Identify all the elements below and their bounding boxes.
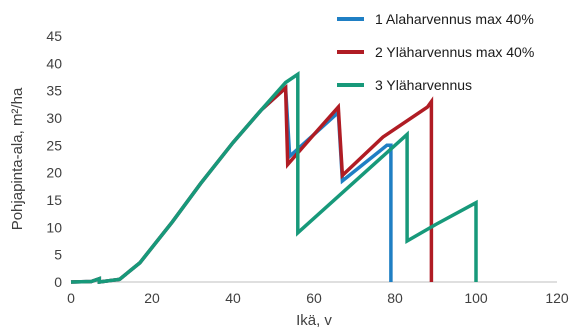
y-tick-label: 10	[46, 219, 62, 235]
y-tick-label: 30	[46, 110, 62, 126]
x-tick-label: 20	[144, 290, 160, 306]
series-line-1	[70, 84, 393, 284]
x-axis-label: Ikä, v	[296, 312, 332, 329]
x-tick-label: 80	[387, 290, 403, 306]
x-tick-label: 100	[464, 290, 488, 306]
legend-item-2: 2 Yläharvennus max 40%	[337, 44, 534, 60]
y-tick-label: 0	[54, 274, 62, 290]
y-axis-ticks: 0 5 10 15 20 25 30 35 40 45	[46, 28, 62, 290]
x-tick-label: 40	[225, 290, 241, 306]
legend-item-3: 3 Yläharvennus	[337, 77, 472, 93]
y-tick-label: 5	[54, 247, 62, 263]
y-tick-label: 35	[46, 83, 62, 99]
legend-label-2: 2 Yläharvennus max 40%	[375, 44, 534, 60]
y-tick-label: 40	[46, 55, 62, 71]
legend-label-1: 1 Alaharvennus max 40%	[375, 11, 534, 27]
y-tick-label: 45	[46, 28, 62, 44]
x-axis-ticks: 0 20 40 60 80 100 120	[67, 290, 569, 306]
series-line-3	[70, 71, 478, 284]
series-line-2	[70, 84, 434, 284]
series-lines	[70, 71, 478, 284]
x-tick-label: 0	[67, 290, 75, 306]
legend-label-3: 3 Yläharvennus	[375, 77, 472, 93]
y-axis-label: Pohjapinta-ala, m²/ha	[9, 87, 26, 230]
y-tick-label: 15	[46, 192, 62, 208]
legend-item-1: 1 Alaharvennus max 40%	[337, 11, 534, 27]
y-tick-label: 20	[46, 165, 62, 181]
legend: 1 Alaharvennus max 40% 2 Yläharvennus max…	[337, 11, 534, 93]
x-tick-label: 60	[306, 290, 322, 306]
y-tick-label: 25	[46, 137, 62, 153]
x-tick-label: 120	[545, 290, 569, 306]
